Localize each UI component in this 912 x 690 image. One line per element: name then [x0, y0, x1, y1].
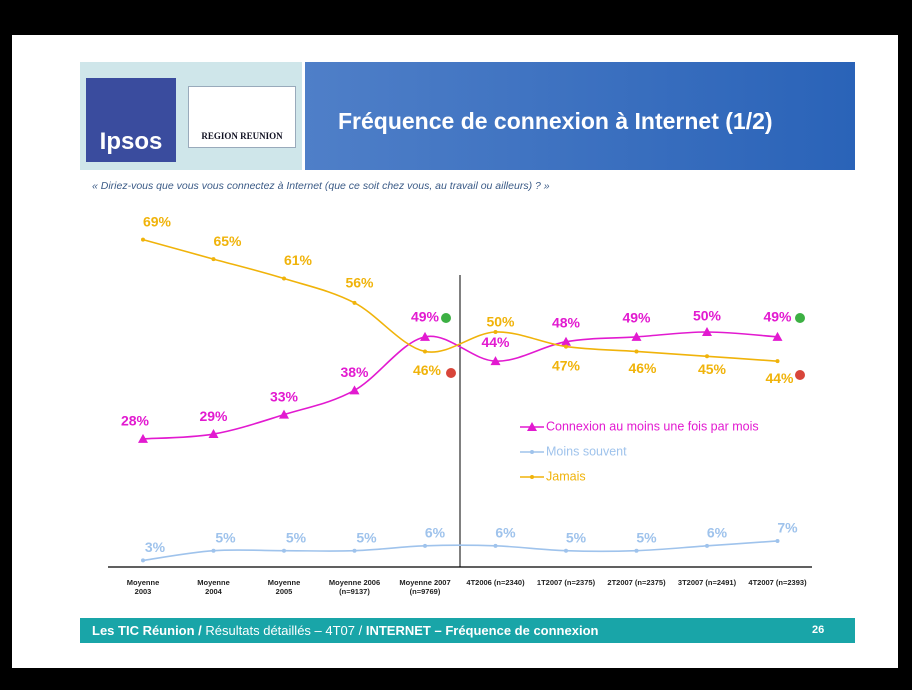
- data-label: 5%: [286, 529, 307, 545]
- footer-topic: INTERNET – Fréquence de connexion: [365, 623, 599, 638]
- legend-label: Jamais: [546, 469, 586, 483]
- data-label: 6%: [707, 525, 728, 541]
- data-label: 3%: [145, 539, 166, 555]
- marker: [634, 349, 639, 354]
- data-label: 46%: [628, 360, 657, 376]
- data-label: 7%: [777, 520, 798, 536]
- x-tick-label: 4T2006 (n=2340): [466, 578, 525, 587]
- legend-marker: [527, 422, 537, 431]
- data-label: 48%: [552, 314, 581, 330]
- x-tick-label: Moyenne 2007 (n=9769): [399, 578, 451, 596]
- data-label: 5%: [566, 529, 587, 545]
- data-label: 33%: [270, 388, 299, 404]
- series-line: [142, 540, 778, 562]
- data-label: 46%: [413, 362, 442, 378]
- marker: [564, 548, 568, 553]
- marker: [141, 237, 145, 242]
- marker: [634, 548, 639, 553]
- marker: [702, 327, 712, 336]
- x-tick-label: 1T2007 (n=2375): [536, 578, 596, 587]
- marker: [493, 543, 498, 548]
- marker: [208, 429, 219, 439]
- data-label: 29%: [199, 408, 228, 424]
- x-tick-label: 2T2007 (n=2375): [607, 578, 666, 587]
- data-label: 38%: [340, 364, 369, 380]
- marker: [564, 344, 568, 349]
- data-label: 44%: [481, 334, 510, 350]
- x-tick-label: 4T2007 (n=2393): [748, 578, 807, 587]
- region-logo: REGION REUNION: [188, 86, 296, 148]
- marker: [775, 538, 780, 543]
- legend-marker: [530, 450, 534, 454]
- marker: [705, 543, 709, 548]
- marker: [211, 257, 216, 262]
- marker: [349, 385, 360, 395]
- marker: [423, 349, 427, 354]
- data-label: 47%: [552, 357, 581, 373]
- status-dot: [795, 370, 805, 380]
- ipsos-logo: Ipsos: [86, 78, 176, 162]
- marker: [493, 330, 498, 334]
- legend-label: Moins souvent: [546, 444, 627, 458]
- marker: [138, 433, 148, 443]
- data-label: 6%: [425, 525, 446, 541]
- data-label: 49%: [763, 309, 792, 325]
- footer-brand: Les TIC Réunion /: [92, 623, 202, 638]
- slide-title: Fréquence de connexion à Internet (1/2): [338, 108, 773, 134]
- series-line: [142, 238, 778, 362]
- marker: [423, 543, 427, 548]
- marker: [705, 354, 709, 359]
- data-label: 49%: [622, 310, 651, 326]
- x-tick-label: Moyenne 2004: [197, 578, 230, 596]
- footer-section: Résultats détaillés – 4T07 /: [205, 623, 363, 638]
- x-tick-label: Moyenne 2003: [126, 578, 160, 596]
- data-label: 56%: [345, 275, 374, 291]
- marker: [282, 548, 286, 553]
- data-label: 5%: [215, 529, 236, 545]
- data-label: 44%: [765, 370, 794, 386]
- legend-marker: [530, 475, 534, 479]
- marker: [141, 558, 145, 563]
- data-label: 61%: [284, 252, 313, 268]
- marker: [772, 331, 783, 341]
- data-label: 50%: [486, 314, 515, 330]
- data-label: 65%: [213, 233, 242, 249]
- data-label: 5%: [356, 529, 377, 545]
- data-label: 6%: [495, 525, 516, 541]
- x-tick-label: Moyenne 2005: [267, 578, 301, 596]
- page-number: 26: [812, 624, 825, 636]
- question: « Diriez-vous que vous vous connectez à …: [92, 180, 550, 192]
- data-label: 49%: [411, 309, 440, 325]
- data-label: 5%: [636, 529, 657, 545]
- status-dot: [446, 368, 456, 378]
- data-label: 69%: [143, 213, 172, 229]
- status-dot: [795, 313, 805, 323]
- marker: [490, 356, 501, 366]
- data-label: 45%: [698, 361, 727, 377]
- marker: [420, 331, 430, 341]
- data-label: 28%: [121, 413, 150, 429]
- marker: [561, 336, 571, 346]
- marker: [279, 409, 289, 419]
- x-tick-label: 3T2007 (n=2491): [677, 578, 737, 587]
- legend-label: Connexion au moins une fois par mois: [546, 419, 759, 433]
- marker: [211, 548, 216, 553]
- footer: Les TIC Réunion / Résultats détaillés – …: [80, 618, 855, 643]
- status-dot: [441, 313, 451, 323]
- marker: [282, 276, 286, 281]
- marker: [631, 331, 642, 341]
- data-label: 50%: [693, 308, 722, 324]
- marker: [775, 359, 780, 364]
- marker: [352, 548, 357, 553]
- x-tick-label: Moyenne 2006 (n=9137): [328, 578, 381, 596]
- marker: [352, 300, 357, 305]
- title-bar: [305, 62, 855, 170]
